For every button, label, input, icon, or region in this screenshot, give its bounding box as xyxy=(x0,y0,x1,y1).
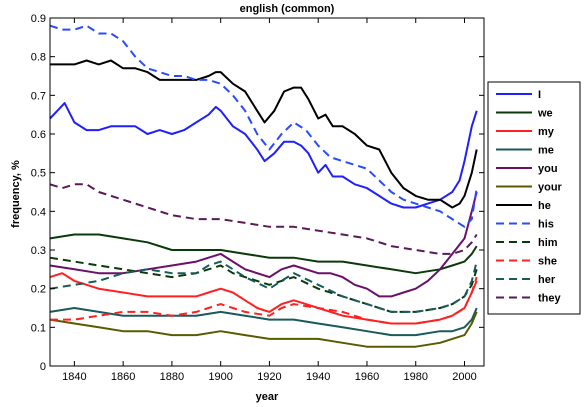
legend-label-his: his xyxy=(538,219,554,231)
legend-box xyxy=(487,81,581,315)
series-line-he xyxy=(50,59,478,209)
x-tick-label: 1920 xyxy=(257,371,281,383)
legend-label-her: her xyxy=(538,274,556,286)
series-line-your xyxy=(49,311,478,348)
x-tick-label: 1840 xyxy=(62,371,86,383)
legend-label-she: she xyxy=(538,256,557,268)
series-line-we xyxy=(49,233,478,275)
y-tick-label: 0.7 xyxy=(31,90,46,102)
legend-label-they: they xyxy=(538,293,562,305)
y-tick-label: 0.2 xyxy=(31,284,46,296)
x-tick-label: 1960 xyxy=(355,371,379,383)
series-line-her xyxy=(49,260,478,313)
legend-label-i: I xyxy=(538,89,541,101)
x-axis-title: year xyxy=(256,391,279,403)
axes-frame xyxy=(49,17,485,367)
legend-label-you: you xyxy=(538,163,558,175)
y-tick-label: 0 xyxy=(40,361,46,373)
x-tick-label: 1900 xyxy=(208,371,232,383)
series-line-she xyxy=(50,276,478,325)
y-axis-title: frequency, % xyxy=(10,160,22,228)
plot-background xyxy=(50,18,484,366)
x-tick-label: 1880 xyxy=(160,371,184,383)
x-tick-label: 1860 xyxy=(111,371,135,383)
legend-label-my: my xyxy=(538,126,555,138)
legend: Iwe my me you your he his him she her they xyxy=(487,81,581,315)
series-line-i xyxy=(49,102,478,209)
legend-label-him: him xyxy=(538,237,558,249)
y-tick-label: 0.5 xyxy=(31,168,46,180)
legend-label-your: your xyxy=(538,182,563,194)
legend-label-we: we xyxy=(537,108,553,120)
series-line-his xyxy=(49,24,478,228)
chart-title: english (common) xyxy=(240,3,335,15)
x-tick-label: 2000 xyxy=(452,371,476,383)
y-tick-label: 0.1 xyxy=(31,322,46,334)
y-tick-label: 0.3 xyxy=(31,245,46,257)
y-tick-label: 0.6 xyxy=(31,129,46,141)
axes: 1840 1860 1880 1900 1920 1940 1960 1980 2000 0 0.1… xyxy=(31,13,485,383)
series-line-me xyxy=(49,307,478,337)
y-tick-label: 0.9 xyxy=(31,13,46,25)
x-tick-label: 1940 xyxy=(306,371,330,383)
series-line-you xyxy=(49,191,478,298)
legend-label-me: me xyxy=(538,145,554,157)
y-tick-label: 0.4 xyxy=(31,206,46,218)
legend-label-he: he xyxy=(538,200,551,212)
series-line-they xyxy=(49,183,478,255)
x-tick-label: 1980 xyxy=(403,371,427,383)
y-tick-label: 0.8 xyxy=(31,52,46,64)
plot-area xyxy=(49,18,484,366)
